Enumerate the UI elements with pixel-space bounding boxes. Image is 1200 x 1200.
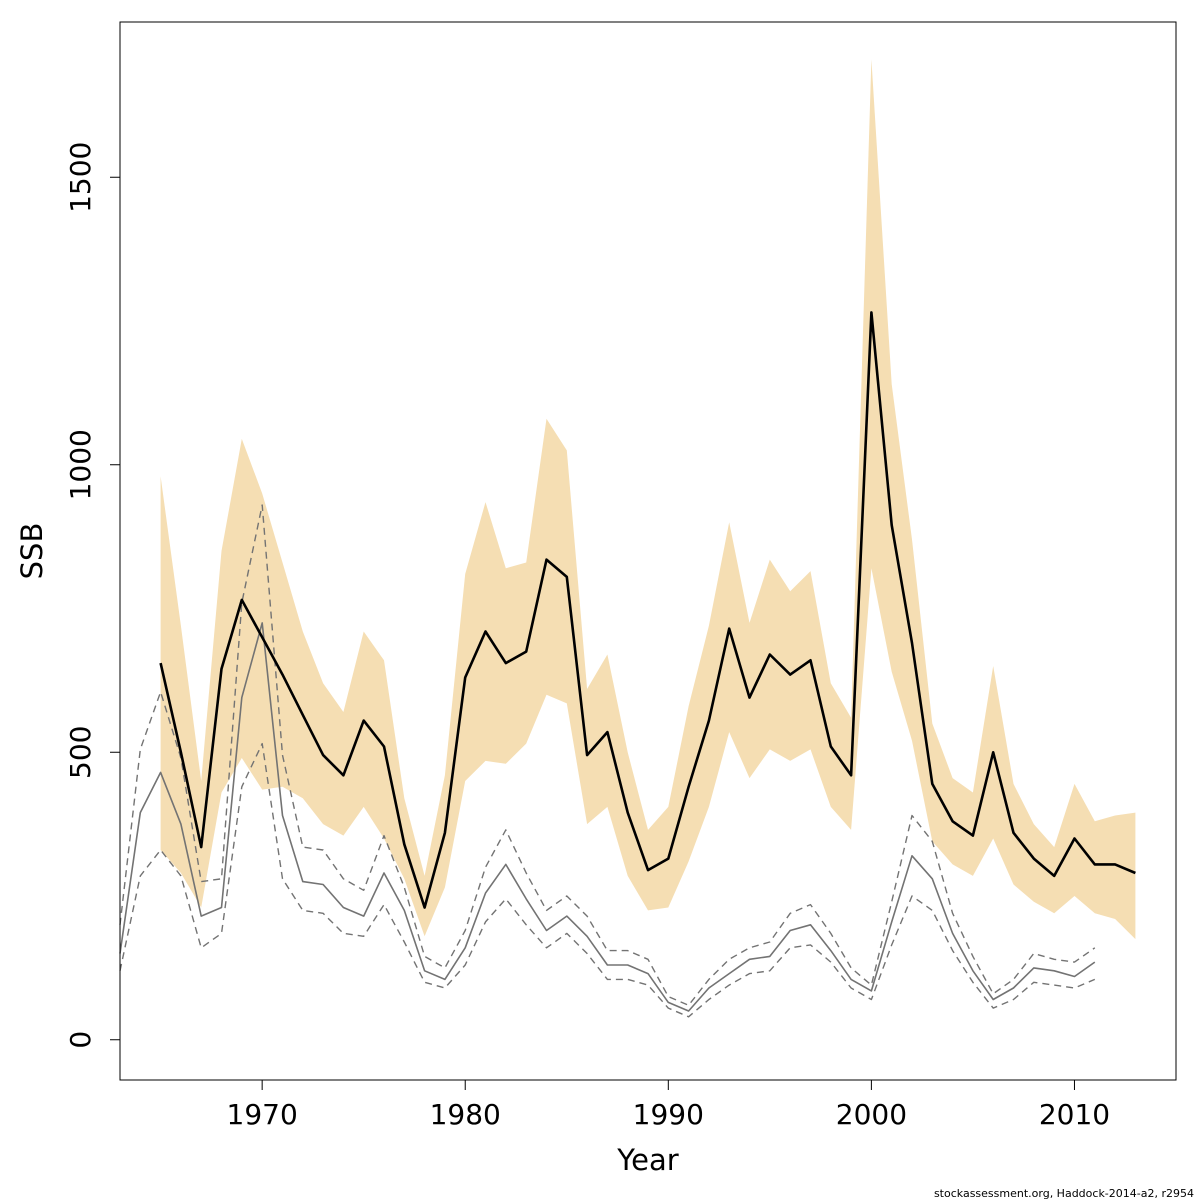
x-tick-label-1980: 1980 [430, 1098, 501, 1131]
x-tick-label-2010: 2010 [1039, 1098, 1110, 1131]
x-tick-label-1970: 1970 [227, 1098, 298, 1131]
x-axis: 1970 1980 1990 2000 2010 [227, 1079, 1110, 1131]
x-tick-label-2000: 2000 [836, 1098, 907, 1131]
retro-estimate-line [119, 622, 1096, 1012]
y-tick-label-1500: 1500 [64, 142, 97, 213]
y-tick-label-1000: 1000 [64, 429, 97, 500]
x-tick-label-1990: 1990 [633, 1098, 704, 1131]
x-axis-title: Year [616, 1143, 678, 1177]
source-credit: stockassessment.org, Haddock-2014-a2, r2… [934, 1187, 1194, 1200]
ssb-estimate-line [159, 311, 1136, 909]
y-tick-label-0: 0 [64, 1031, 97, 1049]
retro-bound-line-3 [119, 742, 1096, 1018]
plot-area [119, 59, 1136, 1018]
confidence-band [160, 59, 1136, 940]
retro-bound-line-2 [119, 504, 1096, 1006]
y-tick-label-500: 500 [64, 726, 97, 779]
y-axis-title: SSB [15, 523, 49, 580]
y-axis: 0 500 1000 1500 [64, 142, 121, 1049]
